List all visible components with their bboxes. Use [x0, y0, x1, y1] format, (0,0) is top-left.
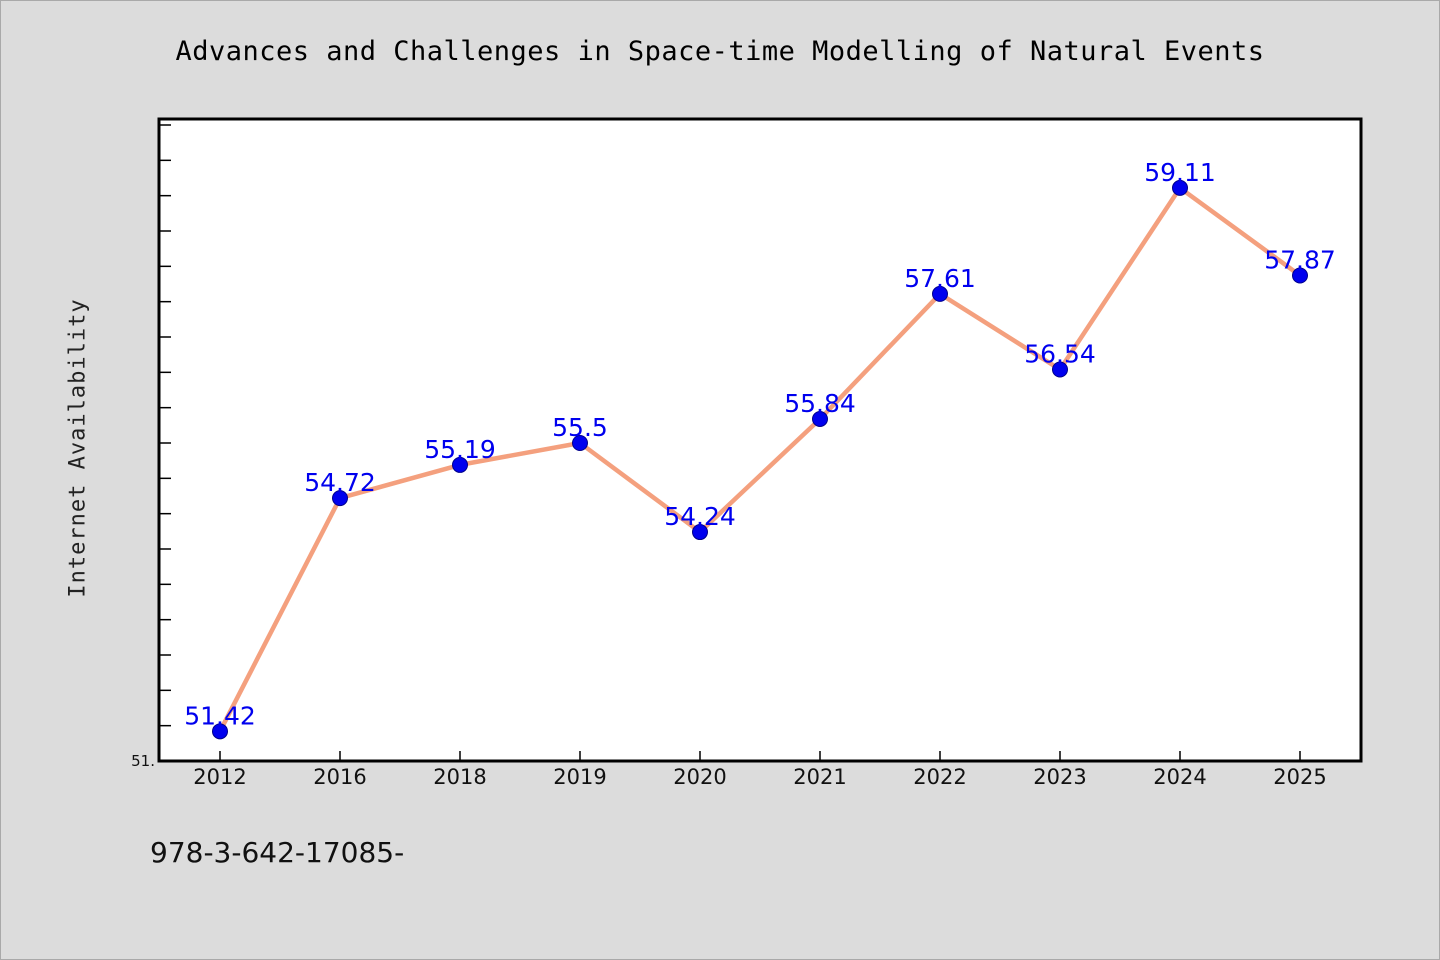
data-label: 55.19 [424, 435, 496, 464]
data-point [1052, 361, 1068, 378]
data-label: 55.5 [552, 413, 608, 442]
footer-code: 978-3-642-17085- [150, 836, 405, 869]
data-point [932, 285, 948, 302]
data-point [812, 410, 828, 427]
x-tick-label: 2016 [313, 765, 366, 789]
x-tick-label: 2022 [913, 765, 966, 789]
x-tick-label: 2018 [433, 765, 486, 789]
data-point [572, 435, 588, 451]
x-tick-label: 2023 [1033, 765, 1086, 789]
series-line [217, 185, 1303, 734]
data-label: 57.61 [904, 264, 976, 293]
data-label: 54.24 [664, 502, 736, 531]
chart-title: Advances and Challenges in Space-time Mo… [175, 36, 1265, 67]
x-tick-label: 2020 [673, 765, 726, 789]
data-point [1292, 267, 1308, 284]
data-label: 55.84 [784, 389, 856, 418]
x-tick-label: 2024 [1153, 765, 1206, 789]
data-point [1172, 179, 1188, 196]
data-point [212, 723, 228, 740]
data-label: 57.87 [1264, 246, 1336, 275]
y-axis-ticks [159, 124, 171, 727]
data-label: 56.54 [1024, 340, 1096, 369]
data-point [692, 524, 708, 541]
x-axis-ticks: 2012 2016 2018 2019 2020 2021 2022 2023 2024 2025 [193, 751, 1327, 789]
x-tick-label: 2025 [1273, 765, 1326, 789]
plot-area [157, 117, 1363, 763]
data-label: 59.11 [1144, 158, 1216, 187]
x-tick-label: 2019 [553, 765, 606, 789]
x-tick-label: 2012 [193, 765, 246, 789]
data-labels: 51.42 54.72 55.19 55.5 54.24 55.84 57.61 56.54 5… [184, 158, 1336, 730]
data-point [332, 490, 348, 507]
data-label: 51.42 [184, 701, 256, 730]
y-axis-min-label: 51. [131, 752, 155, 770]
x-tick-label: 2021 [793, 765, 846, 789]
data-markers [212, 179, 1308, 740]
data-label: 54.72 [304, 468, 376, 497]
data-point [452, 456, 468, 473]
